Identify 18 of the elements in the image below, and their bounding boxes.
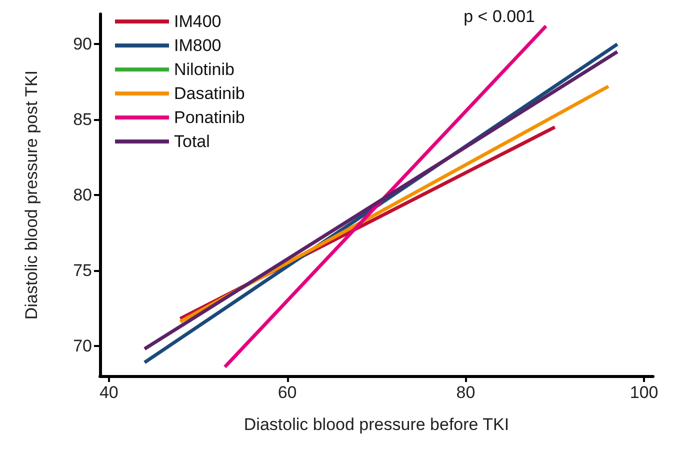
y-tick-label: 70: [73, 336, 92, 356]
x-tick-label: 40: [99, 383, 118, 402]
x-tick-label: 80: [456, 383, 476, 402]
legend-label: IM800: [174, 36, 222, 55]
y-tick-label: 90: [73, 34, 92, 54]
y-axis-title: Diastolic blood pressure post TKI: [22, 70, 41, 320]
y-tick-label: 80: [73, 186, 92, 204]
legend-label: Total: [174, 132, 210, 151]
x-tick-label: 60: [278, 383, 297, 402]
x-axis-title: Diastolic blood pressure before TKI: [244, 415, 510, 434]
legend-label: Ponatinib: [174, 108, 245, 127]
x-tick-label: 100: [630, 383, 658, 402]
legend-label: Dasatinib: [174, 84, 245, 103]
y-tick-label: 75: [73, 260, 92, 280]
legend-label: Nilotinib: [174, 60, 234, 79]
y-tick-label: 85: [73, 110, 92, 130]
annotation: p < 0.001: [464, 7, 536, 26]
legend-label: IM400: [174, 12, 222, 31]
